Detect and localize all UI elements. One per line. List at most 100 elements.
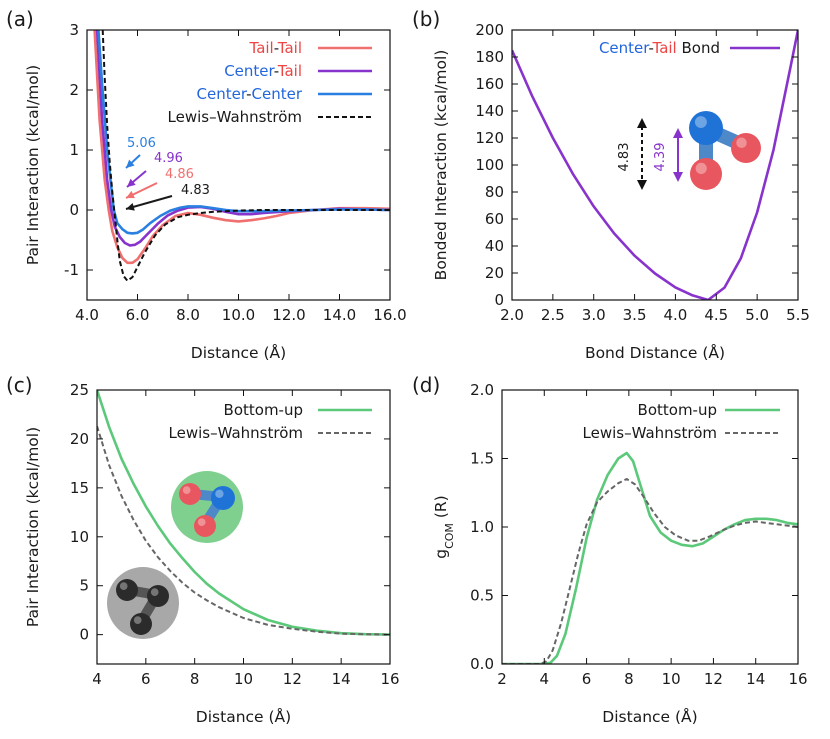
y-tick-label: 0.5 bbox=[470, 587, 494, 605]
x-tick-label: 16 bbox=[380, 670, 399, 688]
panel-label: (b) bbox=[412, 7, 440, 31]
y-tick-label: 10 bbox=[70, 528, 89, 546]
bottom-up-tail-bead-1-shine bbox=[182, 486, 191, 494]
x-tick-label: 6 bbox=[141, 670, 151, 688]
legend-label-0-part-2: Tail bbox=[652, 39, 677, 57]
legend-label-0-part-0: Tail bbox=[249, 39, 274, 57]
lw-bead-1-shine bbox=[119, 582, 128, 591]
y-tick-label: 20 bbox=[485, 264, 504, 282]
legend-label-0-part-1: - bbox=[274, 39, 279, 57]
y-tick-label: 160 bbox=[475, 75, 504, 93]
y-axis-label-part-1: COM bbox=[443, 523, 456, 549]
legend-label-1-part-0: Lewis–Wahnström bbox=[169, 424, 303, 442]
arrow-4-86-head bbox=[126, 190, 135, 199]
legend-label-3-part-0: Lewis–Wahnström bbox=[168, 108, 302, 126]
y-tick-label: 3 bbox=[69, 21, 79, 39]
legend-label-0: Bottom-up bbox=[224, 401, 303, 419]
series-line-0 bbox=[502, 451, 798, 664]
legend-label-1-part-0: Center bbox=[224, 62, 275, 80]
x-tick-label: 12.0 bbox=[272, 306, 305, 324]
x-tick-label: 4.0 bbox=[663, 306, 687, 324]
x-tick-label: 10 bbox=[234, 670, 253, 688]
series-line-2 bbox=[97, 30, 390, 235]
annotation-5-06: 5.06 bbox=[127, 136, 156, 151]
y-tick-label: 1 bbox=[69, 141, 79, 159]
y-tick-label: 80 bbox=[485, 183, 504, 201]
y-tick-label: 180 bbox=[475, 48, 504, 66]
bottom-up-tail-bead-2-shine bbox=[197, 518, 206, 527]
legend-label-3: Lewis–Wahnström bbox=[168, 108, 302, 126]
annotation-4-96: 4.96 bbox=[154, 151, 183, 166]
legend-label-0: Bottom-up bbox=[638, 401, 717, 419]
lw-bead-2-shine bbox=[150, 588, 159, 597]
panel-1: (b) 2.0 2.5 3.0 3.5 4.0 4.5 5.0 5.5 0 20 40 60 80 100 1… bbox=[412, 7, 810, 362]
legend-label-0-part-0: Bottom-up bbox=[224, 401, 303, 419]
y-tick-label: 20 bbox=[70, 430, 89, 448]
series-line-0 bbox=[512, 30, 798, 300]
dim-4-39-head-top bbox=[673, 128, 683, 138]
legend-label-1: Center-Tail bbox=[224, 62, 302, 80]
legend-label-0-part-2: Tail bbox=[277, 39, 302, 57]
y-axis-label: Pair Interaction (kcal/mol) bbox=[24, 427, 42, 627]
legend-label-0-part-1: - bbox=[648, 39, 653, 57]
legend-label-1-part-0: Lewis–Wahnström bbox=[583, 424, 717, 442]
y-tick-label: 40 bbox=[485, 237, 504, 255]
y-tick-label: 2 bbox=[69, 81, 79, 99]
legend-label-2: Center-Center bbox=[197, 85, 303, 103]
panel-3: (d) 2 4 6 8 10 12 14 16 0.0 0.5 1.0 1.5 2.0 Distance (… bbox=[412, 373, 808, 726]
y-tick-label: 0 bbox=[69, 201, 79, 219]
y-axis-label-part-2: (R) bbox=[432, 495, 450, 523]
annotation-4-86: 4.86 bbox=[165, 167, 194, 182]
y-tick-label: 1.5 bbox=[470, 450, 494, 468]
bottom-up-tail-bead-1 bbox=[179, 483, 201, 505]
series-line-1 bbox=[502, 478, 798, 664]
y-axis-label: Pair Interaction (kcal/mol) bbox=[24, 65, 42, 265]
dim-4-39-head-bottom bbox=[673, 172, 683, 182]
panel-2: (c) 4 6 8 10 12 14 16 0 5 10 15 20 25 Distance (Å) Pair… bbox=[6, 373, 400, 726]
x-axis-label: Distance (Å) bbox=[196, 707, 291, 726]
legend-label-0: Center-Tail Bond bbox=[599, 39, 720, 57]
panel-label: (a) bbox=[6, 7, 34, 31]
legend-label-0-part-3: Bond bbox=[677, 39, 720, 57]
y-axis-label-part-0: g bbox=[432, 549, 450, 559]
y-axis-label: Bonded Interaction (kcal/mol) bbox=[432, 50, 450, 281]
y-tick-label: 140 bbox=[475, 102, 504, 120]
y-tick-label: 5 bbox=[79, 577, 89, 595]
series-line-0 bbox=[93, 30, 390, 265]
y-tick-label: 100 bbox=[475, 156, 504, 174]
legend-label-2-part-2: Center bbox=[252, 85, 303, 103]
tail-bead-right-shine bbox=[736, 137, 747, 148]
y-tick-label: 60 bbox=[485, 210, 504, 228]
x-tick-label: 16.0 bbox=[373, 306, 406, 324]
legend-label-2-part-1: - bbox=[246, 85, 251, 103]
arrow-4-83-head bbox=[126, 202, 135, 211]
y-axis-label: gCOM (R) bbox=[432, 495, 456, 558]
x-tick-label: 4.0 bbox=[75, 306, 99, 324]
x-tick-label: 4 bbox=[92, 670, 102, 688]
y-tick-label: 15 bbox=[70, 479, 89, 497]
tail-bead-bottom-shine bbox=[695, 162, 707, 174]
x-tick-label: 10 bbox=[662, 670, 681, 688]
y-tick-label: -1 bbox=[64, 261, 79, 279]
panel-label: (c) bbox=[6, 373, 33, 397]
center-bead bbox=[689, 111, 723, 145]
legend-label-1-part-1: - bbox=[274, 62, 279, 80]
tail-bead-bottom bbox=[690, 158, 722, 190]
x-tick-label: 8 bbox=[624, 670, 634, 688]
x-tick-label: 4.5 bbox=[704, 306, 728, 324]
lw-bead-2 bbox=[147, 585, 169, 607]
lw-bead-1 bbox=[116, 579, 138, 601]
x-tick-label: 3.5 bbox=[623, 306, 647, 324]
legend-label-2-part-0: Center bbox=[197, 85, 248, 103]
x-axis-label: Distance (Å) bbox=[191, 343, 286, 362]
legend-label-1: Lewis–Wahnström bbox=[583, 424, 717, 442]
arrow-5-06-head bbox=[126, 159, 135, 168]
lw-bead-3 bbox=[130, 613, 152, 635]
x-tick-label: 12 bbox=[704, 670, 723, 688]
dim-4-83-head-bottom bbox=[637, 180, 647, 190]
legend-label-0-part-0: Bottom-up bbox=[638, 401, 717, 419]
legend-label-1: Lewis–Wahnström bbox=[169, 424, 303, 442]
y-tick-label: 1.0 bbox=[470, 518, 494, 536]
y-tick-label: 200 bbox=[475, 21, 504, 39]
